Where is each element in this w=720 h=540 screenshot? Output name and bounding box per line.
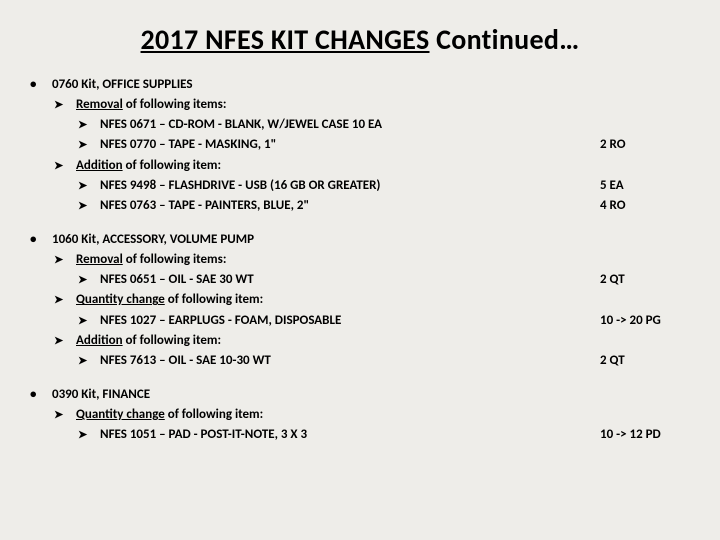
bullet-marker: [78, 351, 100, 371]
bullet-marker: [78, 425, 100, 445]
nfes-item: NFES 9498 – FLASHDRIVE - USB (16 GB OR G…: [30, 176, 690, 196]
nfes-item: NFES 1027 – EARPLUGS - FOAM, DISPOSABLE1…: [30, 311, 690, 331]
quantity-value: 10 -> 12 PD: [600, 425, 690, 445]
bullet-marker: [78, 270, 100, 290]
line-text: NFES 0770 – TAPE - MASKING, 1": [100, 135, 600, 155]
line-text: 0390 Kit, FINANCE: [52, 385, 600, 405]
quantity-value: 2 QT: [600, 270, 690, 290]
quantity-value: [600, 115, 690, 135]
page-title-underlined: 2017 NFES KIT CHANGES: [141, 22, 430, 57]
quantity-value: 2 QT: [600, 351, 690, 371]
line-text: Quantity change of following item:: [76, 405, 600, 425]
change-group-label: Quantity change of following item:: [30, 290, 690, 310]
change-group-label: Addition of following item:: [30, 331, 690, 351]
quantity-value: [600, 385, 690, 405]
quantity-value: [600, 250, 690, 270]
line-text: Removal of following items:: [76, 95, 600, 115]
bullet-marker: [54, 405, 76, 425]
line-text: NFES 1027 – EARPLUGS - FOAM, DISPOSABLE: [100, 311, 600, 331]
quantity-value: [600, 331, 690, 351]
nfes-item: NFES 0671 – CD-ROM - BLANK, W/JEWEL CASE…: [30, 115, 690, 135]
page-title: 2017 NFES KIT CHANGES Continued…: [30, 22, 690, 57]
nfes-item: NFES 7613 – OIL - SAE 10-30 WT2 QT: [30, 351, 690, 371]
line-text: NFES 0763 – TAPE - PAINTERS, BLUE, 2": [100, 196, 600, 216]
line-text: NFES 7613 – OIL - SAE 10-30 WT: [100, 351, 600, 371]
line-text: NFES 0651 – OIL - SAE 30 WT: [100, 270, 600, 290]
content-body: •0760 Kit, OFFICE SUPPLIESRemoval of fol…: [30, 75, 690, 445]
nfes-item: NFES 0770 – TAPE - MASKING, 1"2 RO: [30, 135, 690, 155]
change-group-label: Removal of following items:: [30, 250, 690, 270]
bullet-marker: •: [30, 75, 52, 95]
nfes-item: NFES 0651 – OIL - SAE 30 WT2 QT: [30, 270, 690, 290]
quantity-value: 10 -> 20 PG: [600, 311, 690, 331]
quantity-value: 5 EA: [600, 176, 690, 196]
bullet-marker: [78, 176, 100, 196]
kit-header: •0760 Kit, OFFICE SUPPLIES: [30, 75, 690, 95]
quantity-value: [600, 230, 690, 250]
line-text: Removal of following items:: [76, 250, 600, 270]
bullet-marker: [54, 156, 76, 176]
line-text: 1060 Kit, ACCESSORY, VOLUME PUMP: [52, 230, 600, 250]
line-text: NFES 1051 – PAD - POST-IT-NOTE, 3 X 3: [100, 425, 600, 445]
bullet-marker: •: [30, 230, 52, 250]
quantity-value: 2 RO: [600, 135, 690, 155]
change-group-label: Removal of following items:: [30, 95, 690, 115]
change-group-label: Quantity change of following item:: [30, 405, 690, 425]
quantity-value: 4 RO: [600, 196, 690, 216]
line-text: 0760 Kit, OFFICE SUPPLIES: [52, 75, 600, 95]
quantity-value: [600, 405, 690, 425]
bullet-marker: [54, 290, 76, 310]
bullet-marker: [54, 250, 76, 270]
bullet-marker: •: [30, 385, 52, 405]
quantity-value: [600, 75, 690, 95]
bullet-marker: [78, 196, 100, 216]
quantity-value: [600, 290, 690, 310]
quantity-value: [600, 95, 690, 115]
bullet-marker: [78, 115, 100, 135]
bullet-marker: [78, 311, 100, 331]
line-text: NFES 9498 – FLASHDRIVE - USB (16 GB OR G…: [100, 176, 600, 196]
kit-header: •1060 Kit, ACCESSORY, VOLUME PUMP: [30, 230, 690, 250]
line-text: NFES 0671 – CD-ROM - BLANK, W/JEWEL CASE…: [100, 115, 600, 135]
kit-header: •0390 Kit, FINANCE: [30, 385, 690, 405]
line-text: Addition of following item:: [76, 331, 600, 351]
page-title-suffix: Continued…: [430, 22, 580, 57]
bullet-marker: [54, 95, 76, 115]
bullet-marker: [54, 331, 76, 351]
quantity-value: [600, 156, 690, 176]
line-text: Quantity change of following item:: [76, 290, 600, 310]
change-group-label: Addition of following item:: [30, 156, 690, 176]
nfes-item: NFES 1051 – PAD - POST-IT-NOTE, 3 X 310 …: [30, 425, 690, 445]
nfes-item: NFES 0763 – TAPE - PAINTERS, BLUE, 2"4 R…: [30, 196, 690, 216]
bullet-marker: [78, 135, 100, 155]
line-text: Addition of following item:: [76, 156, 600, 176]
